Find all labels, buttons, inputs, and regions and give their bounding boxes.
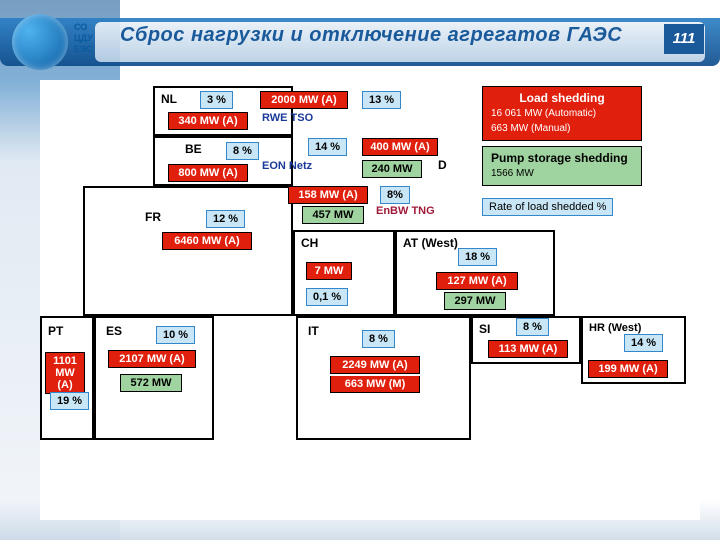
mw-at-a: 127 MW (A) — [436, 272, 518, 290]
logo: СО ЦДУ ЕЭС — [12, 8, 112, 76]
mw-rwe: 2000 MW (A) — [260, 91, 348, 109]
pct-rwe: 13 % — [362, 91, 401, 109]
label-nl: NL — [161, 92, 177, 106]
label-fr: FR — [145, 210, 161, 224]
mw-enbw-a: 158 MW (A) — [288, 186, 368, 204]
mw-eon-g: 240 MW — [362, 160, 422, 178]
mw-nl: 340 MW (A) — [168, 112, 248, 130]
pct-nl: 3 % — [200, 91, 233, 109]
label-hr: HR (West) — [589, 322, 641, 334]
pct-it: 8 % — [362, 330, 395, 348]
mw-si: 113 MW (A) — [488, 340, 568, 358]
pct-es: 10 % — [156, 326, 195, 344]
pct-fr: 12 % — [206, 210, 245, 228]
mw-be: 800 MW (A) — [168, 164, 248, 182]
pct-eon: 14 % — [308, 138, 347, 156]
pct-hr: 14 % — [624, 334, 663, 352]
label-be: BE — [185, 142, 202, 156]
mw-es-g: 572 MW — [120, 374, 182, 392]
label-it: IT — [308, 324, 319, 338]
pct-ch: 0,1 % — [306, 288, 348, 306]
mw-it-a: 2249 MW (A) — [330, 356, 420, 374]
legend-pump-storage: Pump storage shedding 1566 MW — [482, 146, 642, 186]
logo-text: СО ЦДУ ЕЭС — [74, 22, 93, 55]
label-es: ES — [106, 324, 122, 338]
mw-pt: 1101 MW (A) — [45, 352, 85, 394]
mw-eon-a: 400 MW (A) — [362, 138, 438, 156]
slide-title: Сброс нагрузки и отключение агрегатов ГА… — [120, 24, 622, 47]
logo-icon — [12, 14, 68, 70]
pct-si: 8 % — [516, 318, 549, 336]
pct-at: 18 % — [458, 248, 497, 266]
country-fr: FR — [83, 186, 293, 316]
mw-hr: 199 MW (A) — [588, 360, 668, 378]
tso-eon: EON Netz — [262, 160, 312, 172]
pct-enbw: 8% — [380, 186, 410, 204]
tso-enbw: EnBW TNG — [376, 206, 435, 217]
mw-at-g: 297 MW — [444, 292, 506, 310]
mw-fr: 6460 MW (A) — [162, 232, 252, 250]
label-d: D — [438, 158, 447, 172]
label-ch: CH — [301, 236, 318, 250]
mw-enbw-g: 457 MW — [302, 206, 364, 224]
legend-rate: Rate of load shedded % — [482, 198, 613, 216]
mw-es-a: 2107 MW (A) — [108, 350, 196, 368]
label-at: AT (West) — [403, 236, 458, 250]
slide-number: 111 — [664, 24, 704, 54]
map-canvas: NL 3 % 340 MW (A) BE 8 % 800 MW (A) FR 1… — [40, 80, 700, 520]
mw-it-m: 663 MW (M) — [330, 376, 420, 393]
tso-rwe: RWE TSO — [262, 112, 313, 124]
label-si: SI — [479, 322, 490, 336]
label-pt: PT — [48, 324, 63, 338]
pct-pt: 19 % — [50, 392, 89, 410]
pct-be: 8 % — [226, 142, 259, 160]
legend-load-shedding: Load shedding 16 061 MW (Automatic) 663 … — [482, 86, 642, 141]
mw-ch: 7 MW — [306, 262, 352, 280]
